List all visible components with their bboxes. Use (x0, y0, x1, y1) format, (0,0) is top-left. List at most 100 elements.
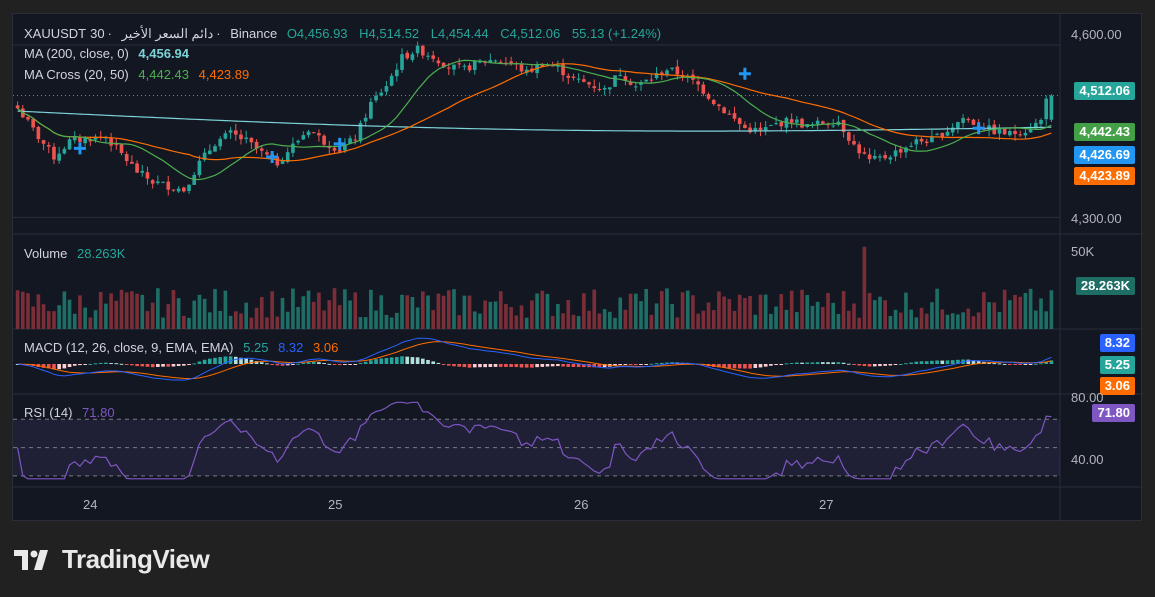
candle-body (774, 123, 778, 125)
volume-bar (166, 304, 171, 329)
candle-body (161, 181, 165, 183)
macd-histogram-bar (633, 364, 638, 365)
volume-value: 28.263K (77, 246, 126, 261)
volume-bar (498, 291, 503, 329)
candle-body (358, 122, 363, 142)
candle-body (1033, 122, 1038, 129)
macd-histogram-bar (369, 360, 373, 364)
macd-legend[interactable]: MACD (12, 26, close, 9, EMA, EMA) 5.25 8… (24, 340, 344, 356)
volume-bar (966, 308, 971, 329)
macd-histogram-bar (950, 360, 955, 364)
macd-histogram-bar (872, 364, 877, 367)
macd-histogram-bar (852, 364, 856, 365)
volume-bar (592, 289, 597, 329)
macd-histogram-bar (841, 362, 846, 364)
macd-histogram-bar (945, 360, 950, 364)
candle-body (852, 141, 856, 145)
volume-bar (722, 296, 726, 329)
volume-legend[interactable]: Volume 28.263K (24, 246, 131, 262)
candle-body (57, 153, 61, 161)
candle-body (202, 152, 207, 160)
volume-bar (509, 307, 513, 329)
volume-bar (623, 309, 628, 329)
macd-histogram-bar (758, 364, 763, 368)
volume-bar (587, 310, 591, 329)
candle-body (140, 170, 145, 173)
ma200-legend[interactable]: MA (200, close, 0) 4,456.94 (24, 46, 195, 62)
volume-bar (93, 310, 98, 329)
candle-body (52, 146, 56, 160)
ohlc-high: H4,514.52 (359, 26, 420, 41)
ma-fast-tag: 4,442.43 (1074, 123, 1135, 141)
candle-body (654, 73, 659, 79)
volume-bar (239, 313, 243, 329)
macd-histogram-bar (810, 362, 815, 364)
macd-histogram-bar (176, 364, 181, 367)
candle-body (259, 148, 264, 151)
macd-histogram-bar (270, 364, 274, 365)
volume-bar (104, 303, 108, 329)
chart-panel[interactable]: XAUUSDT 30 · دائم السعر الأخير · Binance O4… (12, 13, 1143, 522)
volume-tick: 50K (1071, 244, 1095, 259)
macd-histogram-bar (405, 356, 410, 364)
volume-bar (997, 311, 1002, 329)
candle-body (441, 62, 446, 68)
macd-histogram-bar (140, 364, 145, 367)
volume-bar (389, 317, 394, 329)
rsi-value: 71.80 (82, 405, 115, 420)
candle-body (872, 155, 877, 159)
volume-bar (540, 290, 545, 329)
chart-canvas[interactable] (13, 14, 1143, 522)
macd-histogram-bar (291, 364, 295, 365)
macd-histogram-bar (649, 363, 654, 365)
macd-histogram-bar (919, 361, 924, 364)
candle-body (187, 184, 191, 192)
tradingview-logo[interactable]: TradingView (14, 544, 210, 575)
macd-histogram-bar (452, 364, 456, 367)
candle-body (576, 78, 581, 80)
candle-body (426, 55, 430, 57)
price-tick-high: 4,600.00 (1071, 27, 1122, 42)
macross-legend[interactable]: MA Cross (20, 50) 4,442.43 4,423.89 (24, 67, 255, 83)
volume-bar (914, 317, 919, 329)
volume-bar (1028, 288, 1033, 329)
macd-histogram-bar (337, 364, 342, 366)
candle-body (280, 160, 285, 164)
macd-histogram-bar (535, 364, 539, 368)
interval: 30 (90, 26, 105, 41)
candle-body (644, 79, 649, 82)
macd-histogram-bar (545, 364, 550, 367)
volume-bar (898, 312, 903, 329)
rsi-legend[interactable]: RSI (14) 71.80 (24, 405, 121, 421)
candle-body (166, 181, 171, 190)
candle-body (379, 92, 384, 96)
volume-bar (322, 310, 326, 329)
candle-body (493, 60, 498, 62)
macd-histogram-bar (285, 364, 290, 366)
macd-histogram-bar (41, 364, 46, 368)
volume-bar (156, 288, 160, 329)
candle-body (966, 118, 971, 121)
macd-histogram-bar (218, 357, 223, 364)
volume-bar (774, 306, 778, 329)
volume-bar (285, 311, 290, 329)
macd-histogram-bar (119, 363, 124, 365)
candle-body (524, 69, 529, 73)
macd-histogram-bar (192, 363, 197, 365)
candle-body (348, 138, 352, 144)
macd-histogram-bar (72, 364, 77, 366)
volume-bar (452, 289, 456, 329)
volume-bar (956, 314, 960, 329)
candle-body (405, 52, 410, 59)
macd-histogram-bar (306, 362, 311, 364)
candle-body (26, 117, 30, 120)
macd-histogram-bar (446, 364, 451, 366)
volume-bar (415, 307, 420, 329)
macd-histogram-bar (940, 360, 945, 364)
macd-histogram-bar (296, 363, 300, 365)
macd-histogram-bar (805, 362, 810, 364)
macd-histogram-bar (244, 358, 248, 364)
candle-body (228, 130, 233, 133)
tradingview-logo-text: TradingView (62, 544, 210, 574)
volume-bar (478, 313, 482, 329)
